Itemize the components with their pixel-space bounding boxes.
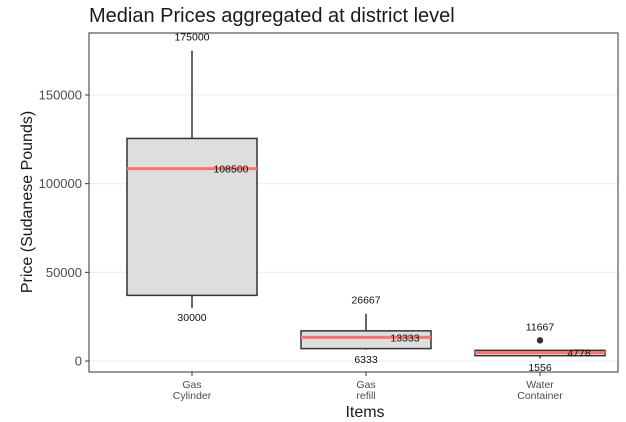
min-label: 6333 [354, 354, 378, 366]
outlier-point [536, 337, 544, 344]
max-label: 11667 [526, 321, 555, 333]
plot-panel-border [88, 32, 619, 373]
x-tick-label: Gas Cylinder [173, 379, 212, 402]
median-label: 108500 [213, 164, 248, 176]
y-axis-ticks: 0 50000 100000 150000 [39, 88, 89, 369]
min-label: 30000 [177, 312, 206, 324]
box-1: 175000 108500 30000 [126, 32, 258, 324]
box-2: 26667 13333 6333 [300, 295, 432, 366]
max-label: 175000 [174, 32, 209, 44]
box-iqr [126, 137, 258, 297]
min-label: 1556 [528, 362, 552, 374]
median-label: 4778 [567, 348, 591, 360]
y-axis-title: Price (Sudanese Pounds) [19, 111, 36, 293]
x-axis-ticks: Gas Cylinder Gas refill Water Container [173, 372, 563, 402]
chart-title: Median Prices aggregated at district lev… [89, 5, 455, 27]
y-tick-label: 50000 [46, 265, 82, 280]
x-axis-title: Items [345, 404, 384, 421]
median-label: 13333 [390, 332, 419, 344]
y-tick-label: 0 [75, 354, 82, 369]
box-3: 11667 4778 1556 [474, 321, 606, 374]
box-iqr [300, 330, 432, 350]
x-tick-label: Gas refill [356, 379, 375, 402]
y-tick-label: 100000 [39, 176, 82, 191]
box-series: 175000 108500 30000 26667 13333 6333 11667 4778… [126, 32, 606, 374]
x-tick-label: Water Container [517, 379, 563, 402]
max-label: 26667 [351, 295, 380, 307]
y-tick-label: 150000 [39, 88, 82, 103]
